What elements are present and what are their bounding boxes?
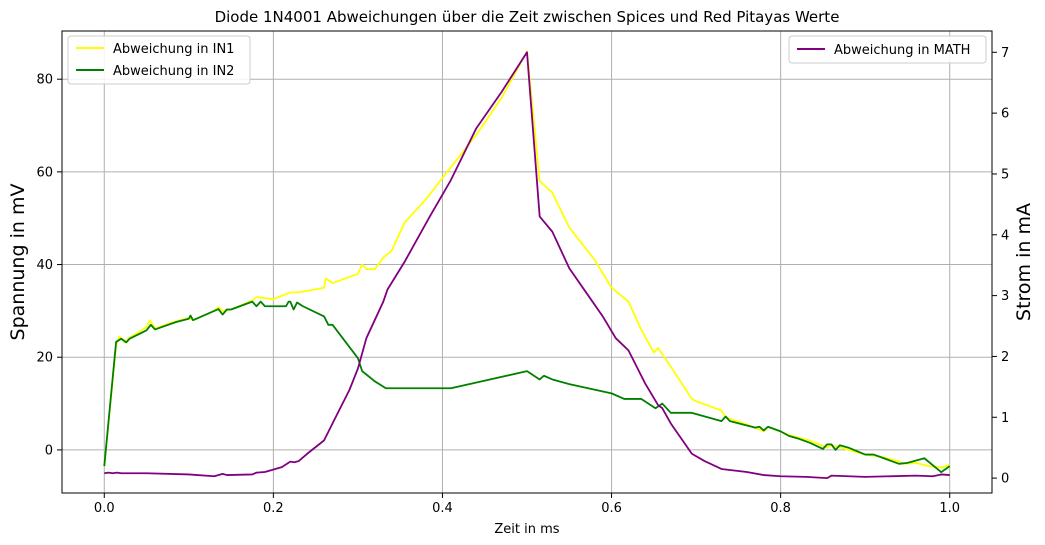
x-axis: 0.0 0.2 0.4 0.6 0.8 1.0: [94, 493, 960, 516]
legend-left-frame: [67, 35, 251, 85]
x-tick-label-0: 0.0: [94, 501, 115, 516]
grid: [62, 31, 992, 493]
y-right-tick-label-6: 6: [1001, 107, 1009, 122]
y-axis-left: 0 20 40 60 80: [36, 73, 62, 458]
legend-right: Abweichung in MATH: [788, 35, 987, 64]
series-line-math: [104, 51, 950, 479]
y-right-tick-label-1: 1: [1001, 411, 1009, 426]
y-left-tick-label-3: 60: [36, 165, 53, 180]
y-left-tick-label-0: 0: [45, 443, 53, 458]
x-tick-label-2: 0.4: [432, 501, 453, 516]
x-axis-label: Zeit in ms: [494, 522, 559, 537]
x-tick-label-3: 0.6: [601, 501, 622, 516]
y-right-tick-label-7: 7: [1001, 46, 1009, 61]
y-left-tick-label-2: 40: [36, 258, 53, 273]
y-right-tick-label-4: 4: [1001, 228, 1009, 243]
y-right-tick-label-5: 5: [1001, 167, 1009, 182]
y-right-tick-label-0: 0: [1001, 472, 1009, 487]
series-line-in2: [103, 300, 951, 474]
legend-right-frame: [788, 35, 987, 64]
series-layer: [103, 50, 951, 479]
x-tick-label-1: 0.2: [263, 501, 284, 516]
y-axis-left-label: Spannung in mV: [7, 184, 29, 341]
y-axis-right: 0 1 2 3 4 5 6 7: [992, 46, 1009, 487]
chart-title: Diode 1N4001 Abweichungen über die Zeit …: [215, 8, 840, 26]
legend-label-in1: Abweichung in IN1: [113, 42, 234, 57]
x-tick-label-5: 1.0: [939, 501, 960, 516]
y-left-tick-label-1: 20: [36, 351, 53, 366]
x-tick-label-4: 0.8: [770, 501, 791, 516]
legend-left: Abweichung in IN1 Abweichung in IN2: [67, 35, 251, 85]
y-right-tick-label-2: 2: [1001, 350, 1009, 365]
y-axis-right-label: Strom in mA: [1013, 203, 1035, 321]
series-line-in1: [103, 50, 951, 469]
plot-frame: [61, 30, 993, 494]
legend-label-math: Abweichung in MATH: [834, 43, 970, 58]
y-right-tick-label-3: 3: [1001, 289, 1009, 304]
y-left-tick-label-4: 80: [36, 73, 53, 88]
legend-label-in2: Abweichung in IN2: [113, 64, 234, 79]
